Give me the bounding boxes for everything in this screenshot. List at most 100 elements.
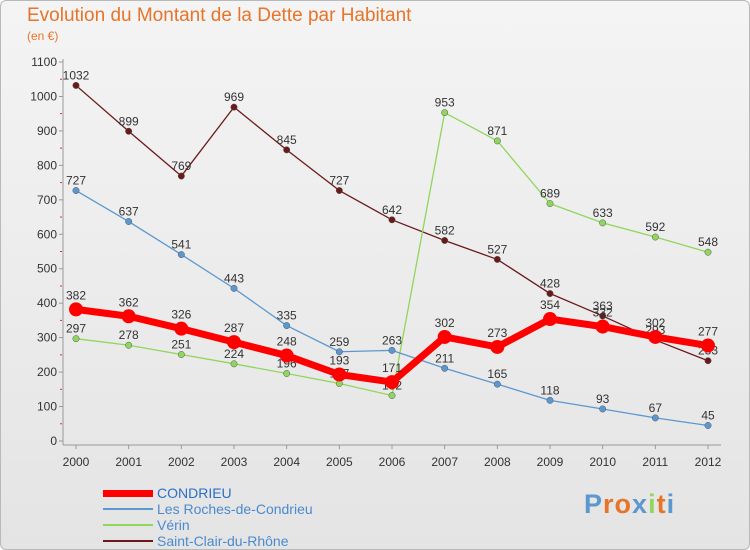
data-label: 899 <box>119 114 139 128</box>
data-point <box>441 109 449 117</box>
data-point <box>125 218 133 225</box>
data-label: 93 <box>596 392 610 406</box>
data-point <box>177 251 185 259</box>
x-tick-label: 2000 <box>63 455 90 469</box>
data-point <box>599 219 607 227</box>
data-label: 302 <box>645 316 665 330</box>
data-label: 165 <box>487 367 507 381</box>
data-point <box>599 312 607 320</box>
x-tick-label: 2009 <box>537 455 564 469</box>
data-label: 845 <box>277 133 297 147</box>
legend-swatch <box>103 524 153 526</box>
x-tick-label: 2001 <box>115 455 142 469</box>
data-label: 637 <box>119 205 139 219</box>
x-tick-label: 2011 <box>642 455 668 469</box>
data-point <box>177 172 185 180</box>
legend-label: CONDRIEU <box>157 485 232 501</box>
data-point <box>69 302 83 317</box>
y-tick-label: 1000 <box>30 89 57 103</box>
data-point <box>493 137 501 145</box>
legend-item: Saint-Clair-du-Rhône <box>103 533 313 549</box>
legend-item: CONDRIEU <box>103 485 313 501</box>
data-point <box>546 200 554 208</box>
data-point <box>72 187 80 194</box>
data-point <box>177 351 185 358</box>
data-label: 592 <box>645 220 665 234</box>
legend-item: Vérin <box>103 517 313 533</box>
data-label: 193 <box>329 354 349 368</box>
data-label: 541 <box>171 238 191 252</box>
data-point <box>546 396 554 404</box>
data-point <box>283 146 291 154</box>
data-point <box>388 216 396 224</box>
data-point <box>493 255 501 263</box>
data-point <box>125 127 133 135</box>
data-point <box>543 312 557 327</box>
x-tick-label: 2003 <box>221 455 248 469</box>
y-tick-label: 100 <box>37 400 57 414</box>
data-point <box>651 233 659 241</box>
data-label: 278 <box>119 328 139 342</box>
x-tick-label: 2008 <box>484 455 511 469</box>
data-label: 118 <box>540 383 559 397</box>
data-label: 362 <box>119 295 139 309</box>
y-tick-label: 800 <box>37 158 57 172</box>
data-label: 45 <box>701 408 715 422</box>
data-point <box>335 348 343 356</box>
data-label: 527 <box>487 242 507 256</box>
data-label: 548 <box>698 235 718 249</box>
data-label: 335 <box>277 309 297 323</box>
data-label: 582 <box>435 223 455 237</box>
data-point <box>441 237 449 244</box>
legend-label: Vérin <box>157 517 190 533</box>
data-label: 382 <box>66 288 86 302</box>
data-point <box>121 309 136 324</box>
data-label: 363 <box>593 299 613 313</box>
data-point <box>72 81 80 89</box>
y-tick-label: 600 <box>37 227 57 241</box>
data-label: 273 <box>487 326 507 340</box>
data-point <box>704 357 712 365</box>
data-point <box>174 321 189 336</box>
data-label: 302 <box>435 316 455 330</box>
chart-legend: CONDRIEU Les Roches-de-Condrieu Vérin Saint… <box>103 485 313 549</box>
data-label: 67 <box>649 401 663 415</box>
data-label: 642 <box>382 203 402 217</box>
data-label: 332 <box>593 306 613 320</box>
chart-title: Evolution du Montant de la Dette par Hab… <box>27 5 412 26</box>
data-label: 297 <box>66 322 86 336</box>
data-point <box>437 329 452 344</box>
data-point <box>279 348 294 363</box>
data-point <box>388 392 396 399</box>
data-point <box>230 284 238 292</box>
data-point <box>701 338 715 353</box>
y-tick-label: 1100 <box>31 55 57 69</box>
proxiti-logo: Proxiti <box>584 489 676 519</box>
x-tick-label: 2005 <box>326 455 353 469</box>
legend-label: Saint-Clair-du-Rhône <box>157 533 289 549</box>
data-label: 633 <box>593 206 613 220</box>
data-point <box>388 346 396 354</box>
data-point <box>125 341 133 349</box>
y-tick-label: 200 <box>37 365 57 379</box>
data-point <box>385 375 399 390</box>
data-label: 969 <box>224 90 244 104</box>
data-point <box>704 248 712 256</box>
y-tick-label: 300 <box>37 331 57 345</box>
data-point <box>227 335 241 350</box>
data-point <box>441 364 449 372</box>
data-label: 251 <box>171 338 191 352</box>
data-point <box>651 414 659 422</box>
y-tick-label: 400 <box>37 296 57 310</box>
data-label: 248 <box>277 335 297 349</box>
legend-item: Les Roches-de-Condrieu <box>103 501 313 517</box>
x-tick-label: 2002 <box>168 455 195 469</box>
data-point <box>230 360 238 368</box>
x-tick-label: 2007 <box>431 455 458 469</box>
data-label: 171 <box>382 361 402 375</box>
y-tick-label: 900 <box>37 124 57 138</box>
data-point <box>599 405 607 413</box>
data-point <box>546 290 554 297</box>
data-label: 727 <box>66 174 86 188</box>
